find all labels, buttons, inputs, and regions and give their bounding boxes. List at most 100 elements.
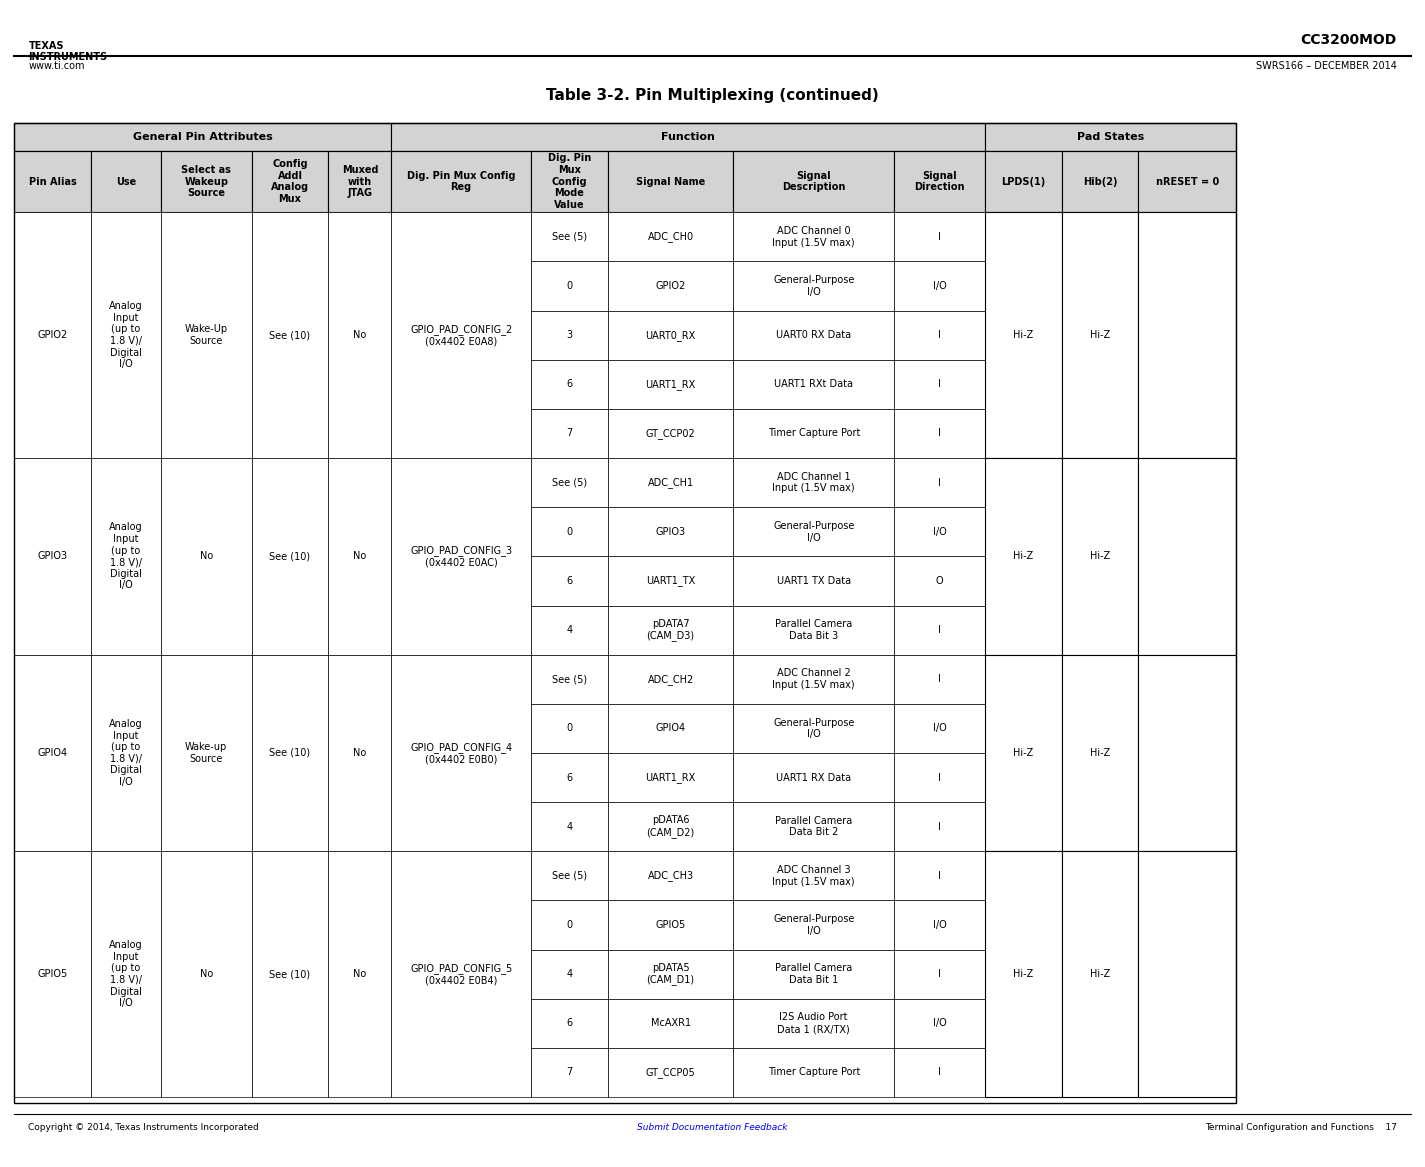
Text: See (10): See (10) <box>269 551 311 561</box>
Text: Hi-Z: Hi-Z <box>1013 969 1033 979</box>
Text: I: I <box>938 330 941 341</box>
Bar <box>893 408 985 459</box>
Bar <box>1062 851 1139 1097</box>
Text: Hi-Z: Hi-Z <box>1090 551 1110 561</box>
Text: Pad States: Pad States <box>1077 132 1144 141</box>
Text: General-Purpose
I/O: General-Purpose I/O <box>772 275 855 296</box>
Bar <box>532 508 607 557</box>
Text: Timer Capture Port: Timer Capture Port <box>768 428 859 439</box>
Text: No: No <box>353 748 366 757</box>
Text: Hi-Z: Hi-Z <box>1013 969 1033 979</box>
Bar <box>734 261 893 310</box>
Bar <box>91 655 161 851</box>
Bar <box>532 901 607 950</box>
Text: See (5): See (5) <box>551 871 587 881</box>
Bar <box>607 212 734 261</box>
Bar <box>985 851 1062 1097</box>
Bar <box>607 950 734 999</box>
Bar <box>893 261 985 310</box>
Bar <box>532 408 607 459</box>
Text: 3: 3 <box>566 330 573 341</box>
Text: Muxed
with
JTAG: Muxed with JTAG <box>342 165 378 198</box>
Bar <box>893 212 985 261</box>
Bar <box>607 851 734 901</box>
Bar <box>893 310 985 359</box>
Bar <box>985 704 1062 753</box>
Text: 4: 4 <box>566 626 573 635</box>
Bar <box>252 851 328 1097</box>
Bar <box>1062 151 1139 212</box>
Bar <box>1062 459 1139 655</box>
Bar <box>161 459 252 655</box>
Text: I: I <box>938 477 941 488</box>
Text: No: No <box>353 551 366 561</box>
Text: UART1_RX: UART1_RX <box>646 379 695 390</box>
Text: I/O: I/O <box>932 281 946 291</box>
Text: No: No <box>200 551 212 561</box>
Bar <box>893 1048 985 1097</box>
Bar <box>985 408 1062 459</box>
Bar <box>985 999 1062 1048</box>
Text: nRESET = 0: nRESET = 0 <box>1156 176 1218 187</box>
Bar <box>985 261 1062 310</box>
Text: General Pin Attributes: General Pin Attributes <box>133 132 272 141</box>
Bar <box>734 557 893 606</box>
Bar <box>532 359 607 408</box>
Text: GPIO_PAD_CONFIG_5
(0x4402 E0B4): GPIO_PAD_CONFIG_5 (0x4402 E0B4) <box>410 963 512 985</box>
Bar <box>734 802 893 851</box>
Text: TEXAS
INSTRUMENTS: TEXAS INSTRUMENTS <box>28 41 108 63</box>
Text: General-Purpose
I/O: General-Purpose I/O <box>772 718 855 739</box>
Bar <box>985 753 1062 802</box>
Text: pDATA5
(CAM_D1): pDATA5 (CAM_D1) <box>647 963 694 985</box>
Bar <box>985 459 1062 655</box>
Text: Analog
Input
(up to
1.8 V)/
Digital
I/O: Analog Input (up to 1.8 V)/ Digital I/O <box>110 301 142 369</box>
Text: 0: 0 <box>566 526 573 537</box>
Bar <box>532 459 607 508</box>
Bar <box>607 655 734 704</box>
Bar <box>607 1048 734 1097</box>
Bar <box>985 123 1235 151</box>
Bar <box>985 359 1062 408</box>
Bar <box>734 655 893 704</box>
Bar <box>893 753 985 802</box>
Bar <box>985 655 1062 704</box>
Text: GPIO5: GPIO5 <box>37 969 68 979</box>
Text: Signal
Direction: Signal Direction <box>915 170 965 193</box>
Bar <box>607 704 734 753</box>
Text: 6: 6 <box>566 773 573 783</box>
Text: Use: Use <box>115 176 137 187</box>
Bar <box>607 508 734 557</box>
Bar <box>532 655 607 704</box>
Bar <box>532 851 607 901</box>
Text: General-Purpose
I/O: General-Purpose I/O <box>772 520 855 543</box>
Bar <box>607 557 734 606</box>
Bar <box>91 459 161 655</box>
Bar <box>532 606 607 655</box>
Text: 6: 6 <box>566 1019 573 1028</box>
Bar <box>985 212 1062 261</box>
Bar <box>1062 212 1139 459</box>
Text: Parallel Camera
Data Bit 3: Parallel Camera Data Bit 3 <box>775 620 852 641</box>
Bar <box>985 212 1062 459</box>
Text: GPIO2: GPIO2 <box>37 330 68 341</box>
Bar <box>328 655 392 851</box>
Bar <box>1062 212 1139 459</box>
Text: Hi-Z: Hi-Z <box>1013 748 1033 757</box>
Bar <box>893 557 985 606</box>
Text: I: I <box>938 232 941 242</box>
Bar <box>252 151 328 212</box>
Bar <box>893 802 985 851</box>
Text: UART1 RXt Data: UART1 RXt Data <box>774 379 854 390</box>
Bar <box>985 901 1062 950</box>
Text: See (5): See (5) <box>551 232 587 242</box>
Bar <box>607 151 734 212</box>
Text: I2S Audio Port
Data 1 (RX/TX): I2S Audio Port Data 1 (RX/TX) <box>778 1013 851 1034</box>
Text: See (5): See (5) <box>551 675 587 684</box>
Bar <box>734 950 893 999</box>
Text: I: I <box>938 428 941 439</box>
Text: I: I <box>938 773 941 783</box>
Bar <box>985 310 1062 359</box>
Text: ADC_CH0: ADC_CH0 <box>647 231 694 243</box>
Bar <box>607 606 734 655</box>
Bar <box>734 999 893 1048</box>
